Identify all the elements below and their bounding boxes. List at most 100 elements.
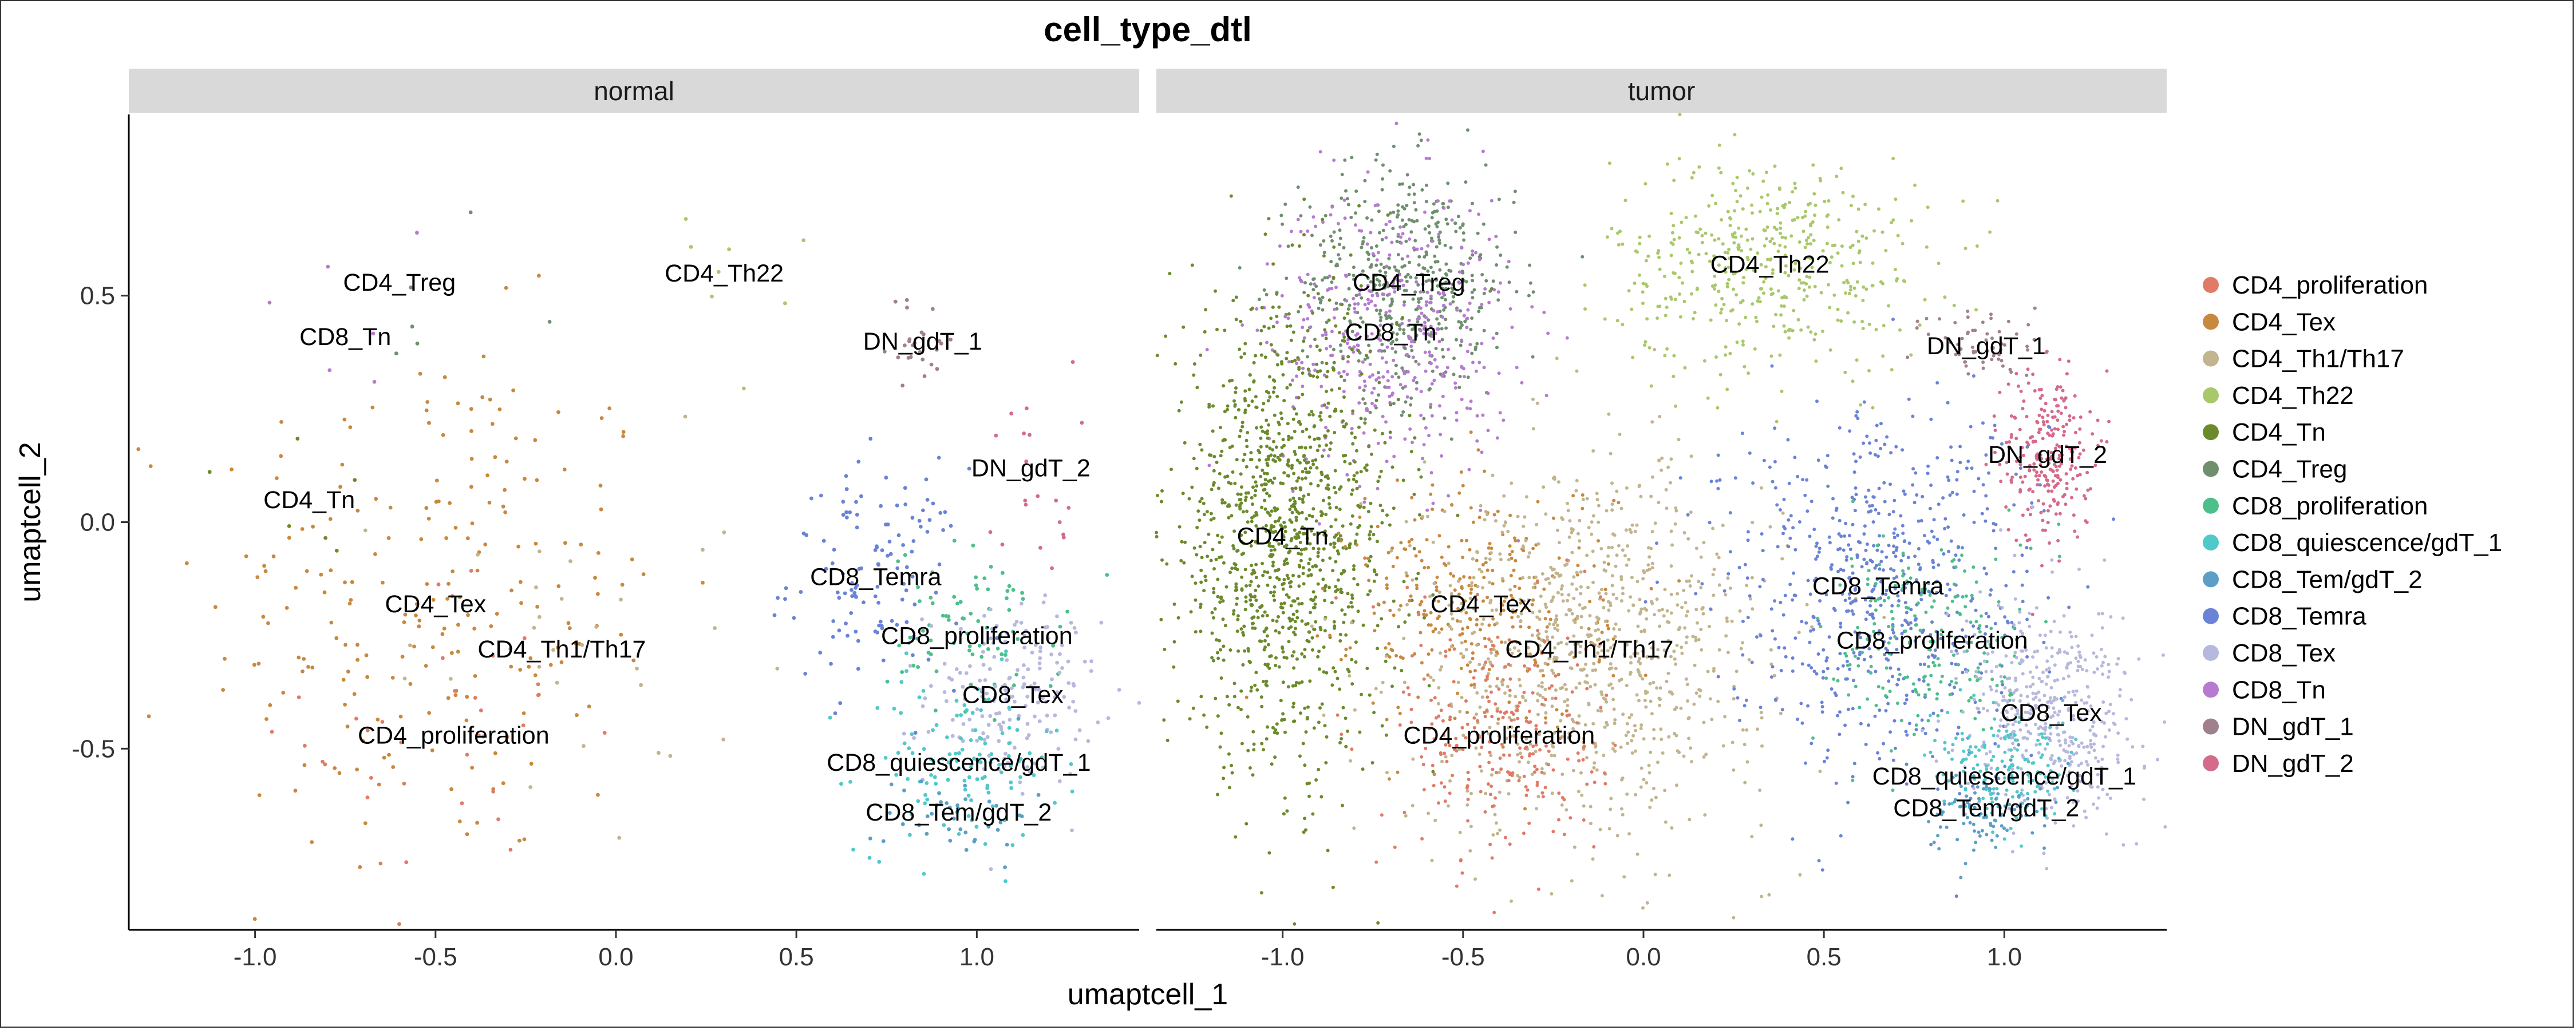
point bbox=[887, 540, 892, 544]
point bbox=[979, 655, 984, 659]
point bbox=[1839, 319, 1843, 323]
point bbox=[1043, 593, 1048, 597]
point bbox=[1483, 287, 1487, 291]
point bbox=[1483, 469, 1487, 473]
point bbox=[1520, 755, 1524, 759]
point bbox=[1365, 242, 1369, 246]
point bbox=[926, 730, 931, 734]
point bbox=[1427, 652, 1431, 656]
point bbox=[948, 838, 953, 843]
point bbox=[1214, 696, 1218, 700]
point bbox=[929, 362, 934, 367]
point bbox=[1003, 653, 1008, 657]
point bbox=[1036, 494, 1040, 498]
point bbox=[1664, 820, 1668, 824]
point bbox=[991, 641, 995, 645]
point bbox=[1023, 498, 1028, 503]
point bbox=[1053, 801, 1057, 805]
point bbox=[1251, 730, 1255, 734]
point bbox=[1799, 266, 1802, 270]
point bbox=[986, 587, 990, 592]
point bbox=[1378, 319, 1382, 323]
point bbox=[1780, 557, 1784, 561]
point bbox=[1336, 221, 1340, 225]
point bbox=[1232, 399, 1236, 403]
point bbox=[1420, 247, 1424, 251]
point bbox=[1348, 674, 1352, 678]
point bbox=[1550, 684, 1554, 688]
point bbox=[1840, 244, 1844, 248]
point bbox=[1460, 538, 1464, 542]
point bbox=[1581, 498, 1585, 501]
point bbox=[1420, 272, 1424, 276]
point bbox=[1195, 466, 1199, 470]
point bbox=[1392, 144, 1396, 148]
point bbox=[1003, 639, 1008, 644]
point bbox=[924, 831, 929, 836]
point bbox=[961, 739, 965, 743]
point bbox=[1567, 535, 1571, 539]
point bbox=[1419, 328, 1423, 332]
point bbox=[441, 656, 445, 660]
point bbox=[1440, 282, 1444, 286]
point bbox=[1262, 629, 1266, 633]
point bbox=[1570, 550, 1574, 554]
point bbox=[1765, 201, 1769, 205]
point bbox=[1495, 346, 1499, 350]
point bbox=[1745, 728, 1749, 732]
point bbox=[417, 619, 422, 623]
point bbox=[1577, 790, 1581, 794]
point bbox=[1281, 583, 1285, 587]
point bbox=[1856, 207, 1860, 211]
point bbox=[1427, 340, 1431, 344]
point bbox=[1280, 445, 1284, 449]
point bbox=[380, 720, 385, 724]
point bbox=[1516, 704, 1520, 708]
point bbox=[1393, 286, 1396, 290]
point bbox=[1784, 264, 1788, 268]
point bbox=[1365, 250, 1369, 254]
point bbox=[1809, 233, 1813, 237]
point bbox=[398, 714, 403, 719]
point bbox=[930, 601, 935, 605]
point bbox=[883, 349, 887, 354]
point bbox=[1219, 648, 1223, 652]
point bbox=[1430, 288, 1434, 292]
point bbox=[1684, 641, 1688, 645]
point bbox=[1192, 373, 1196, 377]
point bbox=[415, 341, 420, 346]
point bbox=[877, 859, 882, 864]
point bbox=[1729, 217, 1733, 221]
point bbox=[919, 525, 923, 529]
point bbox=[262, 564, 266, 568]
point bbox=[1344, 329, 1348, 333]
point bbox=[427, 711, 431, 715]
point bbox=[1323, 276, 1327, 280]
point bbox=[1198, 500, 1202, 504]
point bbox=[1593, 781, 1597, 785]
point bbox=[1352, 278, 1356, 282]
point bbox=[837, 628, 841, 633]
point bbox=[1096, 720, 1100, 724]
point bbox=[1250, 616, 1254, 620]
point bbox=[939, 800, 943, 804]
point bbox=[1384, 659, 1388, 663]
point bbox=[1295, 616, 1299, 620]
point bbox=[1645, 568, 1649, 572]
point bbox=[1894, 197, 1898, 201]
point bbox=[340, 462, 345, 467]
point bbox=[1542, 587, 1546, 591]
point bbox=[855, 583, 859, 588]
point bbox=[1697, 165, 1701, 169]
point bbox=[1267, 423, 1271, 427]
point bbox=[1657, 609, 1661, 612]
point bbox=[1330, 287, 1334, 291]
point bbox=[1567, 608, 1571, 612]
point bbox=[1550, 704, 1554, 708]
point bbox=[1354, 223, 1357, 227]
point bbox=[1647, 234, 1652, 238]
point bbox=[1514, 231, 1518, 234]
point bbox=[1404, 275, 1408, 279]
point bbox=[1375, 278, 1379, 282]
point bbox=[518, 668, 523, 672]
